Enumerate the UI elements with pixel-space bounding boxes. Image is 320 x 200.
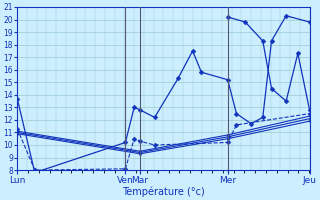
X-axis label: Température (°c): Température (°c) [122,186,205,197]
